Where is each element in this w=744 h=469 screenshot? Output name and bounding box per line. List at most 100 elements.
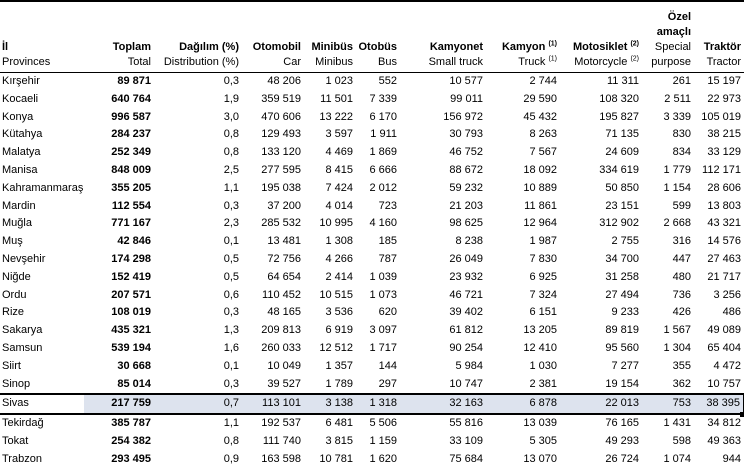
value-cell[interactable]: 848 009 [111, 163, 151, 176]
value-cell[interactable]: 1,1 [223, 181, 239, 194]
value-cell[interactable]: 355 205 [111, 181, 151, 194]
value-cell[interactable]: 1 308 [325, 235, 353, 248]
value-cell[interactable]: 1 911 [370, 128, 397, 141]
value-cell[interactable]: 284 237 [111, 128, 151, 141]
value-cell[interactable]: 5 305 [529, 434, 557, 447]
column-header-ozel[interactable]: Özel amaçlı Special purpose [642, 1, 694, 73]
province-cell[interactable]: Trabzon [2, 452, 42, 465]
value-cell[interactable]: 2 414 [325, 270, 353, 283]
value-cell[interactable]: 21 203 [449, 199, 483, 212]
value-cell[interactable]: 39 527 [267, 377, 301, 390]
province-cell[interactable]: Mardin [2, 199, 36, 212]
value-cell[interactable]: 3 138 [304, 393, 356, 416]
value-cell[interactable]: 207 571 [111, 288, 151, 301]
value-cell[interactable]: 129 493 [261, 128, 301, 141]
value-cell[interactable]: 6 481 [325, 417, 353, 430]
value-cell[interactable]: 1,9 [223, 92, 239, 105]
value-cell[interactable]: 133 120 [261, 146, 301, 159]
value-cell[interactable]: 195 038 [261, 181, 301, 194]
value-cell[interactable]: 30 793 [449, 128, 483, 141]
value-cell[interactable]: 64 654 [267, 270, 301, 283]
value-cell[interactable]: 736 [672, 288, 691, 301]
value-cell[interactable]: 830 [672, 128, 691, 141]
value-cell[interactable]: 470 606 [261, 110, 301, 123]
value-cell[interactable]: 723 [378, 199, 397, 212]
value-cell[interactable]: 254 382 [111, 434, 151, 447]
value-cell[interactable]: 38 215 [707, 128, 741, 141]
value-cell[interactable]: 152 419 [111, 270, 151, 283]
column-header-otomobil[interactable]: Otomobil Car [242, 1, 304, 73]
value-cell[interactable]: 1 023 [325, 75, 353, 87]
value-cell[interactable]: 108 320 [599, 92, 639, 105]
value-cell[interactable]: 0,5 [223, 252, 239, 265]
value-cell[interactable]: 2 744 [529, 75, 557, 87]
fill-handle[interactable] [740, 412, 744, 418]
province-cell[interactable]: Malatya [2, 146, 41, 159]
value-cell[interactable]: 277 595 [261, 163, 301, 176]
value-cell[interactable]: 108 019 [111, 306, 151, 319]
value-cell[interactable]: 252 349 [111, 146, 151, 159]
value-cell[interactable]: 45 432 [523, 110, 557, 123]
value-cell[interactable]: 0,6 [223, 288, 239, 301]
value-cell[interactable]: 435 321 [111, 324, 151, 337]
value-cell[interactable]: 22 973 [707, 92, 741, 105]
value-cell[interactable]: 1,3 [223, 324, 239, 337]
value-cell[interactable]: 8 238 [455, 235, 483, 248]
value-cell[interactable]: 31 258 [605, 270, 639, 283]
column-header-traktor[interactable]: Traktör Tractor [694, 1, 744, 73]
column-header-kamyon[interactable]: Kamyon (1) Truck (1) [486, 1, 560, 73]
value-cell[interactable]: 50 850 [605, 181, 639, 194]
value-cell[interactable]: 10 577 [449, 75, 483, 87]
province-cell[interactable]: Rize [2, 306, 25, 319]
value-cell[interactable]: 32 163 [400, 393, 486, 416]
province-cell[interactable]: Sakarya [2, 324, 43, 337]
value-cell[interactable]: 174 298 [111, 252, 151, 265]
value-cell[interactable]: 7 339 [369, 92, 397, 105]
value-cell[interactable]: 640 764 [111, 92, 151, 105]
value-cell[interactable]: 90 254 [449, 341, 483, 354]
province-cell[interactable]: Ordu [2, 288, 27, 301]
value-cell[interactable]: 48 165 [267, 306, 301, 319]
value-cell[interactable]: 105 019 [701, 110, 741, 123]
value-cell[interactable]: 297 [378, 377, 397, 390]
value-cell[interactable]: 2 755 [611, 235, 639, 248]
value-cell[interactable]: 11 501 [320, 92, 353, 105]
value-cell[interactable]: 2 668 [663, 217, 691, 230]
value-cell[interactable]: 1,1 [223, 417, 239, 430]
value-cell[interactable]: 113 101 [242, 393, 304, 416]
column-header-dagilim[interactable]: Dağılım (%) Distribution (%) [154, 1, 242, 73]
value-cell[interactable]: 552 [378, 75, 397, 87]
value-cell[interactable]: 13 803 [707, 199, 741, 212]
value-cell[interactable]: 46 752 [449, 146, 483, 159]
value-cell[interactable]: 1 869 [369, 146, 397, 159]
value-cell[interactable]: 2 381 [529, 377, 557, 390]
value-cell[interactable]: 21 717 [707, 270, 741, 283]
value-cell[interactable]: 3 536 [325, 306, 353, 319]
value-cell[interactable]: 1 030 [529, 359, 557, 372]
value-cell[interactable]: 192 537 [261, 417, 301, 430]
value-cell[interactable]: 4 160 [369, 217, 397, 230]
value-cell[interactable]: 59 232 [449, 181, 483, 194]
value-cell[interactable]: 3 256 [713, 288, 741, 301]
value-cell[interactable]: 85 014 [117, 377, 151, 390]
province-cell[interactable]: Muş [2, 235, 23, 248]
value-cell[interactable]: 61 812 [449, 324, 483, 337]
province-cell[interactable]: Muğla [2, 217, 32, 230]
value-cell[interactable]: 6 919 [325, 324, 353, 337]
value-cell[interactable]: 6 878 [486, 393, 560, 416]
value-cell[interactable]: 13 039 [523, 417, 557, 430]
value-cell[interactable]: 13 205 [523, 324, 557, 337]
value-cell[interactable]: 486 [722, 306, 741, 319]
value-cell[interactable]: 13 222 [319, 110, 353, 123]
value-cell[interactable]: 480 [672, 270, 691, 283]
value-cell[interactable]: 1 620 [369, 452, 397, 465]
province-cell[interactable]: Tekirdağ [2, 417, 44, 430]
value-cell[interactable]: 46 721 [449, 288, 483, 301]
value-cell[interactable]: 7 277 [611, 359, 639, 372]
value-cell[interactable]: 0,3 [223, 199, 239, 212]
value-cell[interactable]: 156 972 [443, 110, 483, 123]
value-cell[interactable]: 3 597 [325, 128, 353, 141]
value-cell[interactable]: 1 074 [663, 452, 691, 465]
value-cell[interactable]: 23 151 [605, 199, 639, 212]
province-cell[interactable]: Manisa [2, 163, 38, 176]
